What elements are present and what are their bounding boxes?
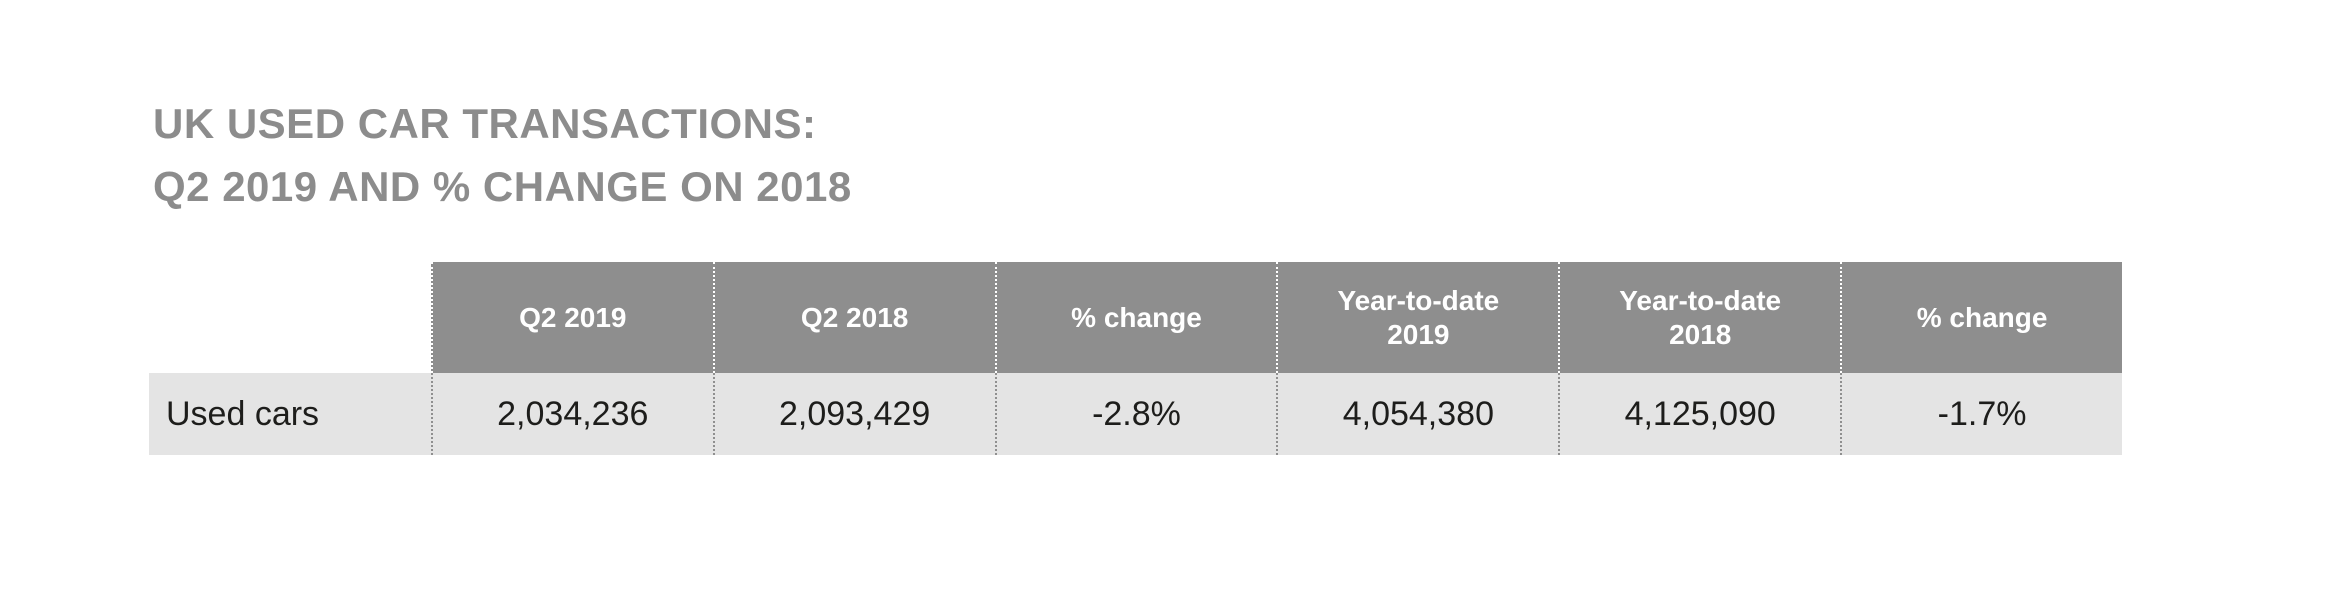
cell-ytd-2019-value: 4,054,380 (1276, 373, 1559, 455)
header-cell-ytd-2018: Year-to-date 2018 (1558, 262, 1841, 373)
used-car-transactions-table: Q2 2019 Q2 2018 % change Year-to-date 20… (149, 262, 2122, 455)
cell-q2-2018-value: 2,093,429 (712, 373, 995, 455)
page-title: UK USED CAR TRANSACTIONS: Q2 2019 AND % … (153, 92, 852, 218)
cell-q2-2019-value: 2,034,236 (430, 373, 713, 455)
cell-pct-change-q2-value: -2.8% (994, 373, 1277, 455)
page-title-line-2: Q2 2019 AND % CHANGE ON 2018 (153, 163, 852, 210)
header-cell-ytd-2019: Year-to-date 2019 (1276, 262, 1559, 373)
header-cell-pct-change-ytd: % change (1840, 262, 2122, 373)
page-title-line-1: UK USED CAR TRANSACTIONS: (153, 100, 817, 147)
header-cell-q2-2018: Q2 2018 (712, 262, 995, 373)
cell-ytd-2018-value: 4,125,090 (1558, 373, 1841, 455)
header-cell-spacer (149, 262, 431, 373)
header-cell-q2-2019: Q2 2019 (430, 262, 713, 373)
cell-pct-change-ytd-value: -1.7% (1840, 373, 2122, 455)
row-label-used-cars: Used cars (149, 373, 431, 455)
header-cell-pct-change-q2: % change (994, 262, 1277, 373)
